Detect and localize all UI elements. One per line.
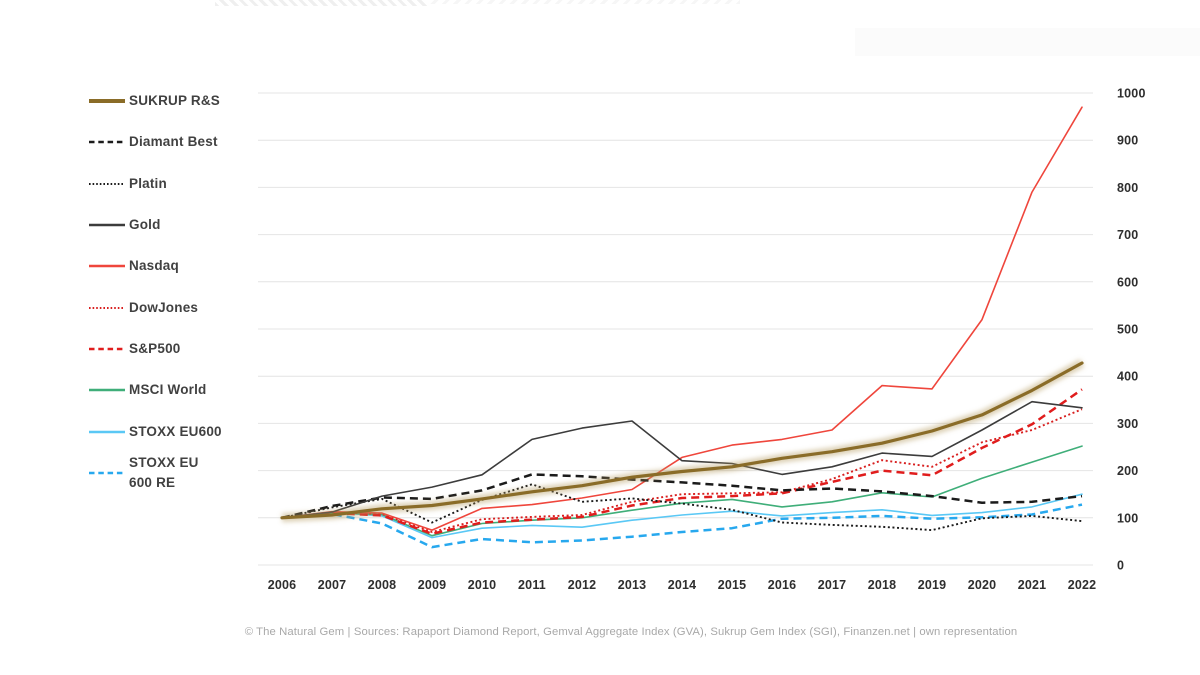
- y-axis-tick-500: 500: [1117, 323, 1138, 337]
- legend-item-msci-world: MSCI World: [88, 370, 207, 411]
- legend-label-stoxx-eu600: STOXX EU600: [129, 423, 222, 439]
- legend-item-stoxx-eu-600-re: STOXX EU 600 RE: [88, 453, 199, 494]
- series-line-s-p500: [281, 388, 1083, 536]
- series-line-stoxx-eu-600-re: [281, 503, 1083, 549]
- gold-line-swatch-icon: [89, 223, 125, 227]
- x-axis-tick-2016: 2016: [768, 578, 797, 592]
- x-axis-tick-2019: 2019: [918, 578, 947, 592]
- x-axis-tick-2014: 2014: [668, 578, 697, 592]
- y-axis-tick-600: 600: [1117, 275, 1138, 289]
- x-axis-tick-2015: 2015: [718, 578, 747, 592]
- x-axis-tick-2021: 2021: [1018, 578, 1047, 592]
- watermark-box: [855, 28, 1200, 56]
- y-axis-tick-200: 200: [1117, 464, 1138, 478]
- dowjones-line-swatch-icon: [89, 306, 125, 309]
- legend-item-diamant-best: Diamant Best: [88, 122, 218, 163]
- legend-label-diamant-best: Diamant Best: [129, 134, 218, 150]
- y-axis-tick-1000: 1000: [1117, 87, 1146, 101]
- legend: SUKRUP R&S Diamant Best Platin Gold Nasdaq Do…: [0, 0, 260, 520]
- legend-label-stoxx-eu-600-re: STOXX EU 600 RE: [129, 454, 199, 491]
- legend-item-gold: Gold: [88, 205, 161, 246]
- series-line-dowjones: [281, 408, 1083, 533]
- diamant-best-line-swatch-icon: [89, 141, 125, 144]
- series-line-platin: [281, 483, 1083, 532]
- legend-item-sukrup-r-s: SUKRUP R&S: [88, 81, 220, 122]
- legend-item-platin: Platin: [88, 163, 167, 204]
- x-axis-tick-2022: 2022: [1068, 578, 1097, 592]
- series-line-gold: [281, 400, 1083, 519]
- y-axis-tick-100: 100: [1117, 511, 1138, 525]
- legend-item-stoxx-eu600: STOXX EU600: [88, 411, 222, 452]
- series-line-sukrup-r-s: [280, 361, 1084, 520]
- stoxx-eu-600-re-line-swatch-icon: [89, 471, 125, 475]
- legend-item-nasdaq: Nasdaq: [88, 246, 179, 287]
- footer-source-text: © The Natural Gem | Sources: Rapaport Di…: [244, 626, 1018, 638]
- x-axis-tick-2010: 2010: [468, 578, 497, 592]
- legend-label-msci-world: MSCI World: [129, 382, 207, 398]
- y-axis-tick-300: 300: [1117, 417, 1138, 431]
- stoxx-eu600-line-swatch-icon: [89, 430, 125, 434]
- series-line-stoxx-eu600: [281, 493, 1083, 539]
- legend-item-s-p500: S&P500: [88, 329, 180, 370]
- x-axis-tick-2020: 2020: [968, 578, 997, 592]
- x-axis-tick-2012: 2012: [568, 578, 597, 592]
- legend-label-nasdaq: Nasdaq: [129, 258, 179, 274]
- series-line-diamant-best: [281, 473, 1083, 520]
- nasdaq-line-swatch-icon: [89, 265, 125, 268]
- x-axis-tick-2008: 2008: [368, 578, 397, 592]
- x-axis-tick-2017: 2017: [818, 578, 847, 592]
- x-axis-tick-2011: 2011: [518, 578, 546, 592]
- legend-label-platin: Platin: [129, 175, 167, 191]
- cropped-title-remnant: [215, 0, 427, 6]
- sukrup-r-s-line-swatch-icon: [89, 99, 125, 103]
- platin-line-swatch-icon: [89, 182, 125, 185]
- x-axis-tick-2018: 2018: [868, 578, 897, 592]
- x-axis-tick-2006: 2006: [268, 578, 297, 592]
- y-axis-tick-800: 800: [1117, 181, 1138, 195]
- legend-label-sukrup-r-s: SUKRUP R&S: [129, 92, 221, 108]
- s-p500-line-swatch-icon: [89, 347, 125, 351]
- msci-world-line-swatch-icon: [89, 389, 125, 392]
- legend-label-dowjones: DowJones: [129, 299, 199, 315]
- y-axis-tick-900: 900: [1117, 134, 1138, 148]
- series-line-nasdaq: [281, 106, 1083, 531]
- legend-label-s-p500: S&P500: [129, 340, 181, 356]
- legend-label-gold: Gold: [129, 216, 161, 232]
- cropped-title-remnant-faint: [430, 0, 740, 4]
- x-axis-tick-2009: 2009: [418, 578, 447, 592]
- y-axis-tick-700: 700: [1117, 228, 1138, 242]
- x-axis-tick-2013: 2013: [618, 578, 647, 592]
- y-axis-tick-0: 0: [1117, 559, 1124, 573]
- y-axis-tick-400: 400: [1117, 370, 1138, 384]
- x-axis-tick-2007: 2007: [318, 578, 347, 592]
- legend-item-dowjones: DowJones: [88, 287, 198, 328]
